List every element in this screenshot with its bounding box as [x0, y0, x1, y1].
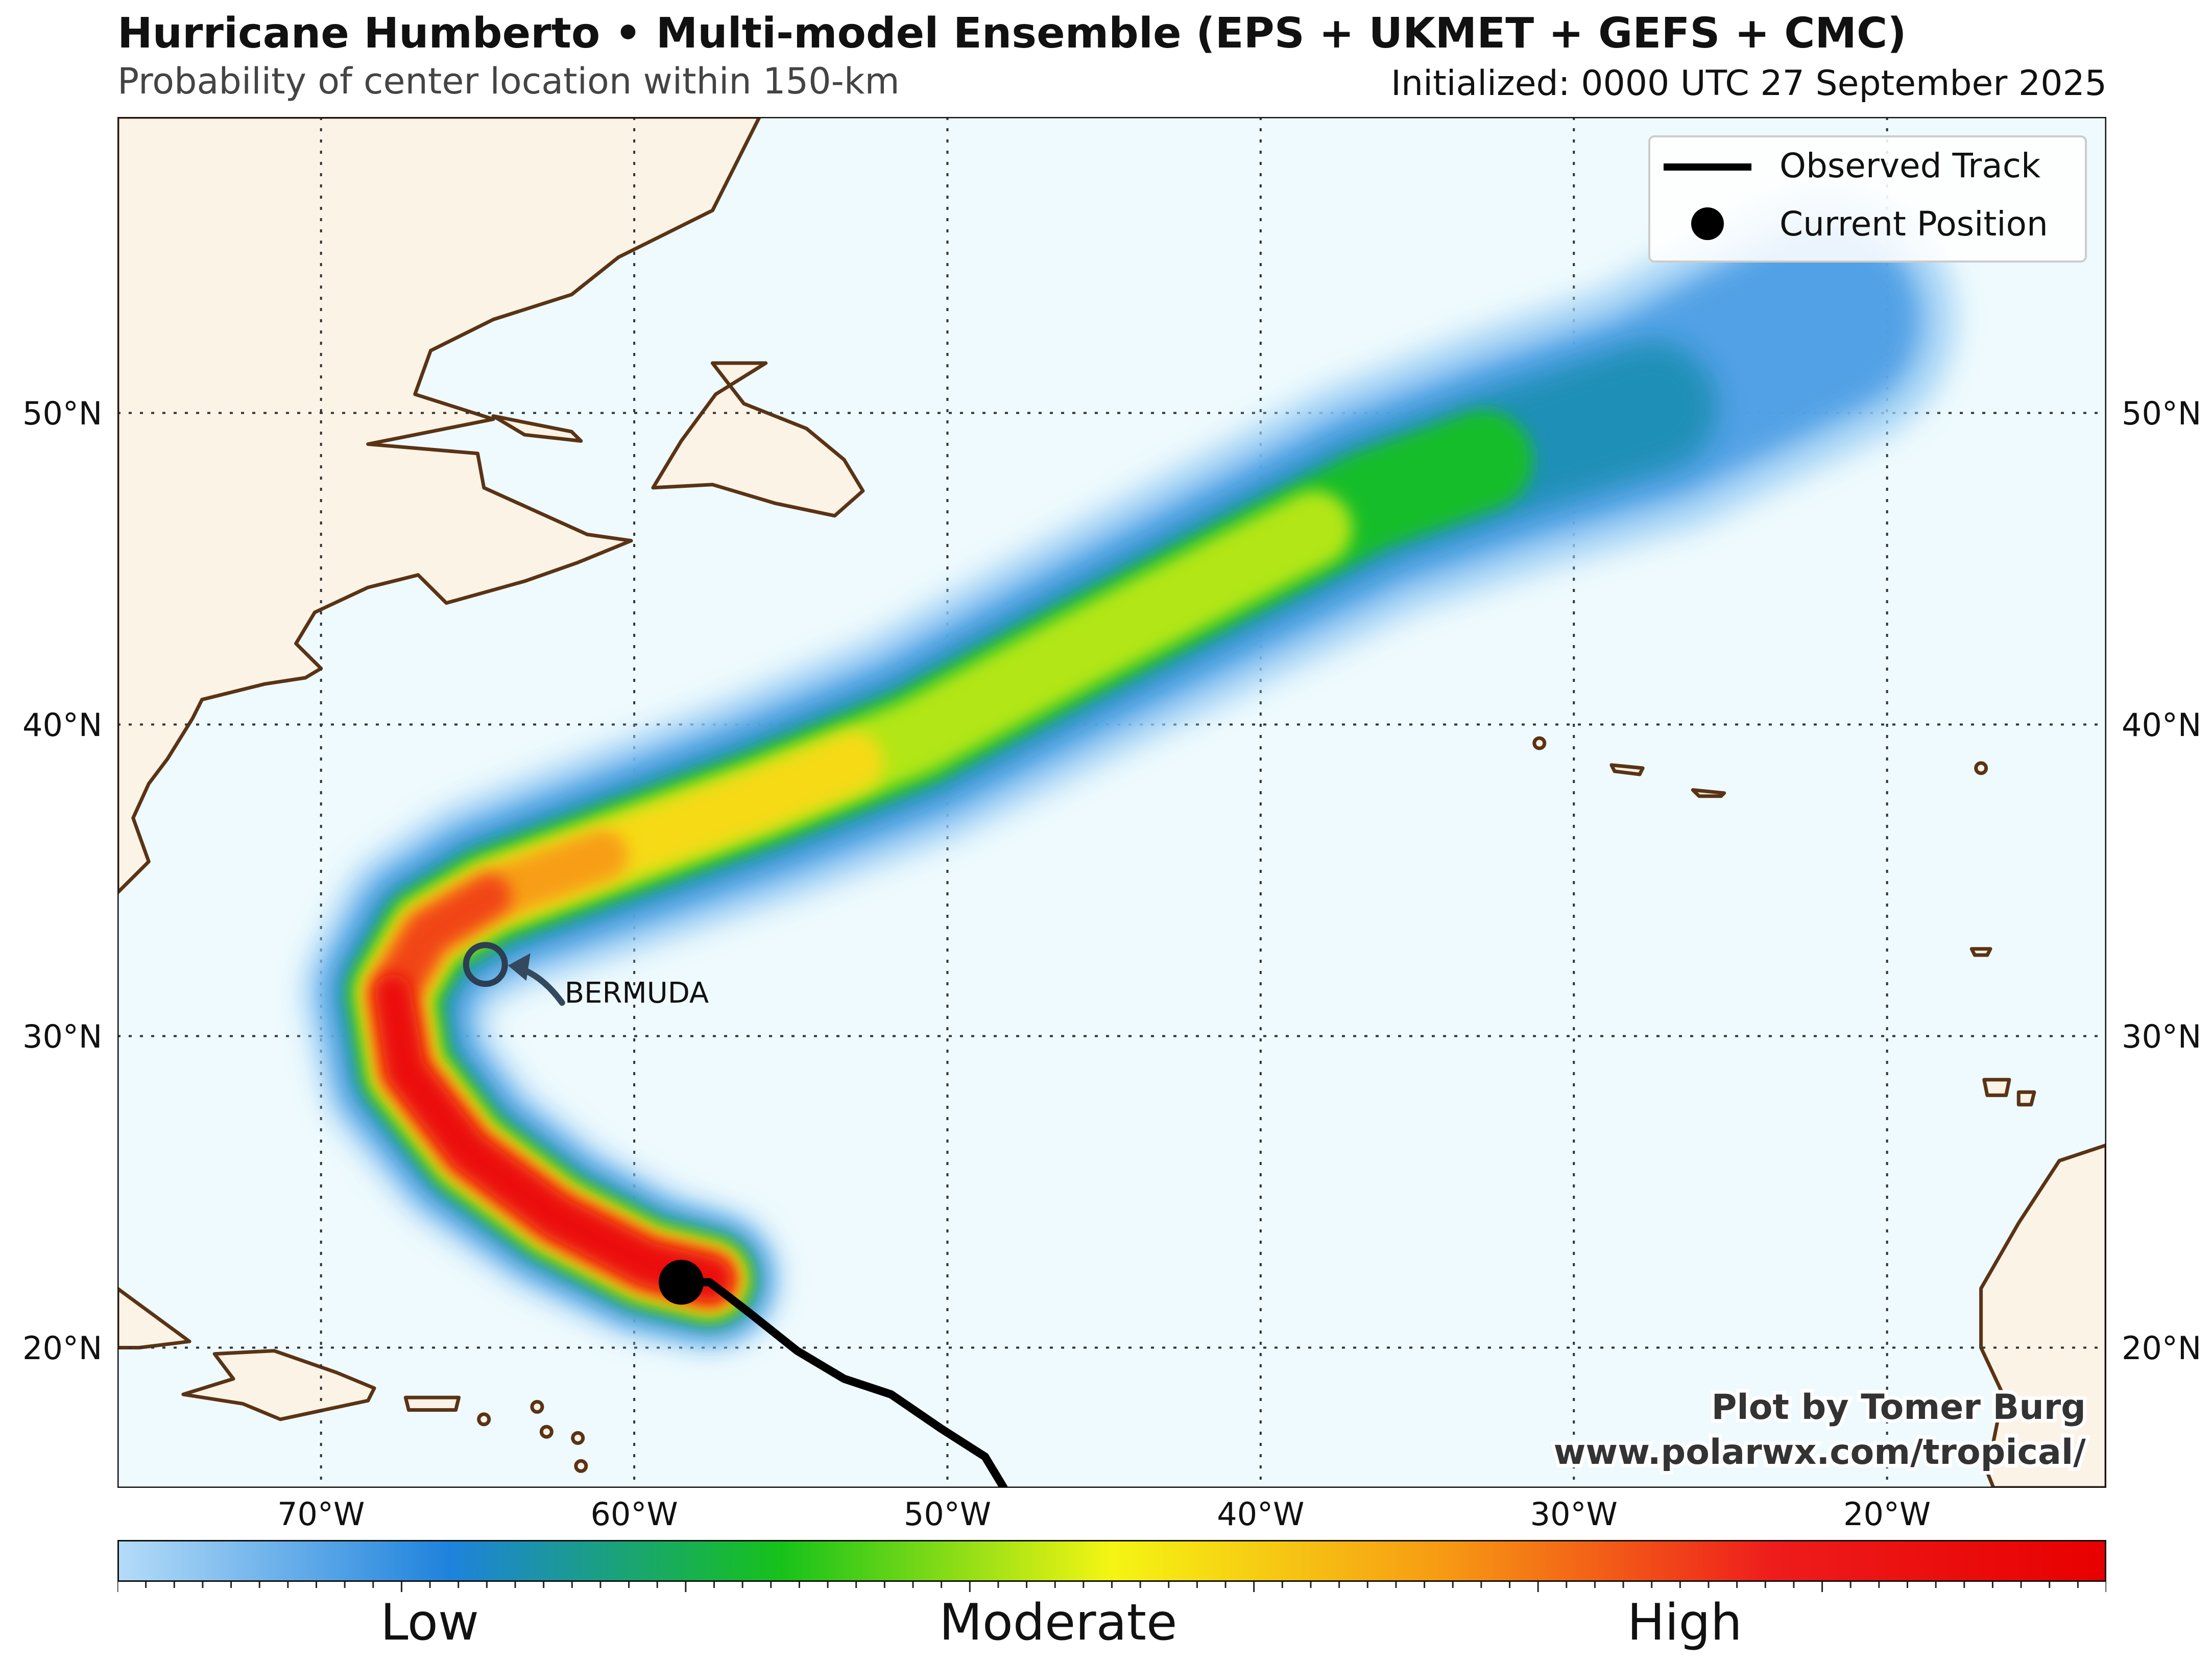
small-island: [477, 1412, 491, 1427]
bermuda-label: BERMUDA: [565, 977, 709, 1010]
lat-label-right: 20°N: [2122, 1329, 2202, 1367]
bermuda-arrowhead: [508, 953, 531, 981]
lon-label: 50°W: [903, 1496, 992, 1533]
small-island: [539, 1425, 554, 1439]
land-azores-2: [1691, 788, 1726, 798]
land-newfoundland: [651, 361, 865, 518]
land-hispaniola: [181, 1349, 376, 1421]
land-anticosti: [491, 414, 583, 443]
credit-url: www.polarwx.com/tropical/: [1554, 1432, 2086, 1473]
land-madeira: [1969, 947, 1992, 957]
swath-segment: [1573, 341, 1718, 477]
colorbar-label-low: Low: [380, 1594, 479, 1652]
lat-label-right: 50°N: [2122, 394, 2202, 432]
lon-label: 20°W: [1843, 1496, 1931, 1533]
swath-segment: [463, 874, 512, 921]
lon-label: 70°W: [277, 1496, 365, 1533]
legend: Observed Track Current Position: [1648, 135, 2087, 263]
land-masses: [117, 117, 2106, 1488]
swath-segment: [807, 731, 884, 798]
land-canaries-2: [2016, 1090, 2036, 1107]
chart-title: Hurricane Humberto • Multi-model Ensembl…: [117, 9, 1907, 58]
swath-segment: [375, 974, 413, 1018]
legend-track-label: Observed Track: [1780, 146, 2041, 185]
lat-label-left: 30°N: [22, 1017, 103, 1055]
land-north-america: [117, 117, 761, 895]
land-azores-1: [1609, 763, 1645, 776]
swath-segment: [566, 830, 628, 885]
legend-position-swatch: [1691, 207, 1724, 240]
map-svg: BERMUDA Observed Track Current Position …: [117, 117, 2106, 1488]
small-island: [571, 1431, 585, 1445]
lon-label: 30°W: [1530, 1496, 1618, 1533]
lat-label-right: 30°N: [2122, 1017, 2202, 1055]
swath-segment: [1418, 410, 1533, 515]
lon-label: 60°W: [590, 1496, 678, 1533]
legend-box: [1648, 135, 2087, 263]
observed-track-line: [677, 1278, 1008, 1488]
land-cuba-bahamas: [117, 1287, 191, 1349]
credit: Plot by Tomer Burg www.polarwx.com/tropi…: [1550, 1384, 2090, 1476]
land-africa: [1979, 1143, 2106, 1488]
small-island: [530, 1399, 544, 1414]
lat-label-left: 20°N: [22, 1329, 103, 1367]
initialization-time: Initialized: 0000 UTC 27 September 2025: [1390, 63, 2107, 104]
lat-label-right: 40°N: [2122, 706, 2202, 744]
legend-position-label: Current Position: [1780, 204, 2048, 244]
colorbar-ticks: [117, 1582, 2106, 1592]
colorbar-label-high: High: [1627, 1594, 1742, 1652]
small-island: [1974, 761, 1988, 775]
observed-track: [659, 1260, 1008, 1488]
map-panel: BERMUDA Observed Track Current Position …: [117, 117, 2106, 1488]
chart-subtitle: Probability of center location within 15…: [117, 60, 900, 102]
small-island: [1532, 736, 1547, 750]
small-island: [574, 1459, 588, 1473]
swath-segment: [1710, 222, 1921, 425]
land-puerto-rico: [403, 1395, 461, 1412]
colorbar: [117, 1540, 2106, 1582]
swath-segment: [1261, 490, 1353, 575]
land-canaries-1: [1982, 1078, 2011, 1097]
bermuda-circle: [463, 942, 508, 987]
lat-label-left: 50°N: [22, 394, 103, 432]
colorbar-label-moderate: Moderate: [939, 1594, 1177, 1652]
probability-swath: [302, 187, 1957, 1351]
bermuda-marker: BERMUDA: [463, 942, 709, 1010]
credit-author: Plot by Tomer Burg: [1712, 1387, 2086, 1428]
lat-label-left: 40°N: [22, 706, 103, 744]
lon-label: 40°W: [1217, 1496, 1305, 1533]
current-position-dot: [659, 1260, 704, 1305]
